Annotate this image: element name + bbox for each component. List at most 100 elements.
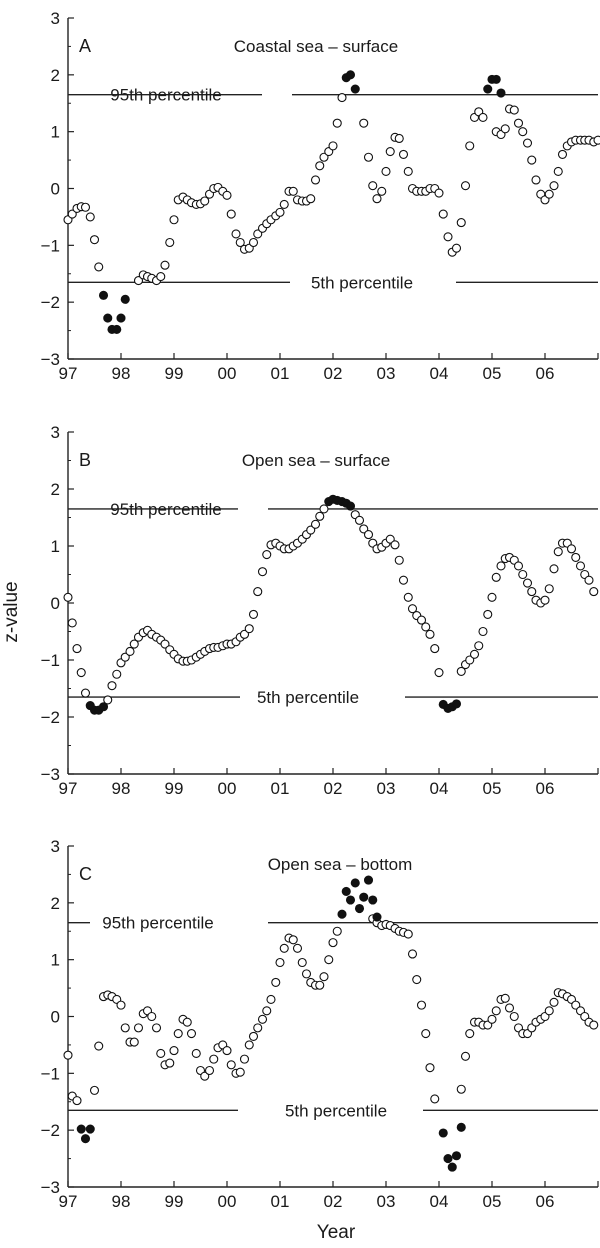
data-point-open [301, 969, 312, 979]
data-point-open [571, 552, 581, 562]
data-point-open [297, 957, 307, 968]
data-point-open [72, 1096, 82, 1106]
data-point-open [231, 229, 241, 239]
data-point-open [403, 929, 413, 939]
x-tick-label: 03 [377, 779, 396, 798]
data-point-filled [456, 1122, 466, 1132]
data-point-open [319, 504, 329, 514]
data-point-filled [103, 313, 113, 323]
data-point-open [306, 194, 316, 204]
x-tick-label: 98 [112, 779, 131, 798]
y-tick-label: −1 [41, 651, 60, 670]
data-point-open [253, 1023, 263, 1033]
data-point-filled [112, 324, 122, 334]
data-point-open [310, 175, 321, 185]
data-point-open [434, 667, 444, 678]
y-tick-label: 0 [51, 180, 60, 199]
data-point-open [271, 977, 281, 987]
data-point-open [553, 547, 563, 557]
data-point-open [584, 575, 594, 585]
data-point-filled [368, 895, 378, 905]
data-point-open [491, 1006, 501, 1016]
data-point-open [160, 260, 170, 270]
data-point-filled [359, 892, 369, 902]
data-point-open [544, 189, 554, 199]
data-point-open [165, 1058, 175, 1068]
data-point-filled [354, 903, 365, 914]
data-point-open [133, 1023, 144, 1033]
y-tick-label: 3 [51, 9, 60, 28]
data-point-open [416, 1000, 427, 1010]
data-point-open [156, 272, 166, 282]
data-point-open [129, 639, 139, 649]
data-point-open [239, 1054, 250, 1064]
data-point-open [72, 644, 82, 654]
data-point-open [173, 1029, 183, 1039]
data-point-open [182, 1017, 192, 1027]
data-point-open [248, 609, 259, 619]
percentile-5-label: 5th percentile [311, 273, 413, 292]
data-point-filled [491, 74, 501, 84]
data-point-open [394, 555, 404, 565]
data-point-open [107, 681, 117, 691]
x-tick-label: 99 [165, 1192, 184, 1211]
data-point-open [487, 592, 497, 602]
data-point-open [248, 237, 259, 248]
x-tick-label: 99 [165, 779, 184, 798]
data-point-open [421, 1029, 431, 1039]
data-point-open [522, 138, 533, 148]
y-tick-label: 2 [51, 480, 60, 499]
x-tick-label: 97 [59, 364, 78, 383]
data-point-open [527, 155, 537, 165]
data-point-open [239, 629, 250, 639]
data-point-open [200, 1071, 210, 1081]
data-point-open [544, 1006, 554, 1016]
y-tick-label: 1 [51, 123, 60, 142]
data-point-open [67, 618, 77, 628]
data-point-open [222, 1046, 232, 1056]
y-tick-label: 3 [51, 837, 60, 856]
data-point-open [549, 564, 559, 574]
data-point-open [430, 1094, 440, 1104]
data-point-open [226, 1060, 236, 1070]
data-point-open [549, 181, 559, 191]
data-point-open [279, 943, 289, 953]
data-point-filled [363, 875, 374, 885]
percentile-5-label: 5th percentile [285, 1101, 387, 1120]
data-point-open [407, 604, 418, 614]
y-tick-label: −2 [41, 293, 60, 312]
x-tick-label: 06 [536, 364, 555, 383]
x-tick-label: 02 [324, 779, 343, 798]
data-point-filled [116, 313, 126, 323]
x-tick-label: 97 [59, 779, 78, 798]
data-point-open [478, 112, 488, 123]
data-point-open [257, 567, 268, 577]
data-point-open [288, 186, 298, 196]
data-point-open [253, 229, 263, 239]
y-tick-label: −2 [41, 708, 60, 727]
data-point-open [412, 975, 422, 985]
data-point-open [262, 1006, 272, 1016]
x-tick-label: 01 [271, 1192, 290, 1211]
data-point-open [522, 578, 533, 588]
data-point-open [527, 587, 537, 597]
data-point-open [456, 666, 466, 676]
x-tick-label: 05 [483, 779, 502, 798]
data-point-filled [438, 1128, 448, 1138]
data-point-filled [443, 1154, 453, 1164]
data-point-open [235, 1067, 245, 1077]
data-point-open [186, 1029, 197, 1039]
percentile-5-label: 5th percentile [257, 688, 359, 707]
data-point-open [474, 641, 484, 651]
data-point-open [248, 1031, 259, 1041]
y-tick-label: 2 [51, 66, 60, 85]
data-point-filled [341, 886, 351, 897]
data-point-open [465, 1029, 475, 1039]
data-point-open [310, 519, 321, 529]
x-tick-label: 01 [271, 779, 290, 798]
x-tick-label: 02 [324, 364, 343, 383]
x-tick-label: 98 [112, 364, 131, 383]
data-point-open [451, 243, 462, 253]
